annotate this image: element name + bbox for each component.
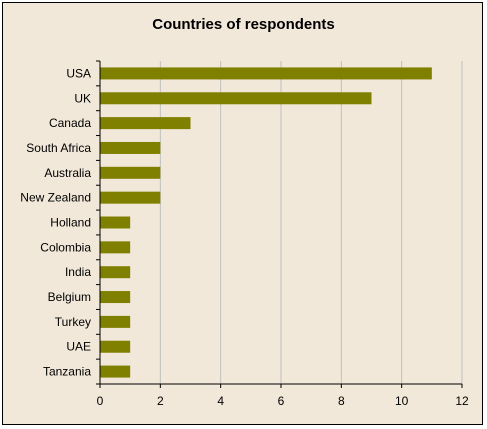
tick-labels: 0 2 4 6 8 10 12 xyxy=(97,394,469,408)
category-label: UK xyxy=(74,91,91,105)
category-label: Australia xyxy=(44,166,91,180)
bar-new-zealand xyxy=(100,191,161,204)
bar-uk xyxy=(100,92,372,105)
bar-india xyxy=(100,266,131,279)
bar-usa xyxy=(100,67,432,80)
chart-title: Countries of respondents xyxy=(152,16,335,33)
bar-australia xyxy=(100,166,161,179)
bar-south-africa xyxy=(100,141,161,154)
category-label: Canada xyxy=(49,116,91,130)
bars xyxy=(100,67,432,378)
grid-lines xyxy=(159,61,463,384)
bar-uae xyxy=(100,340,131,353)
category-label: New Zealand xyxy=(20,191,91,205)
bar-canada xyxy=(100,117,191,130)
bar-holland xyxy=(100,216,131,229)
x-tick-label: 8 xyxy=(338,394,345,408)
bar-tanzania xyxy=(100,365,131,378)
category-label: UAE xyxy=(66,340,91,354)
category-label: Tanzania xyxy=(43,365,91,379)
category-label: Colombia xyxy=(40,240,91,254)
x-tick-label: 12 xyxy=(455,394,469,408)
bar-belgium xyxy=(100,291,131,304)
bar-colombia xyxy=(100,241,131,254)
category-labels: USA UK Canada South Africa Australia New Zeal… xyxy=(20,66,91,378)
x-tick-label: 6 xyxy=(278,394,285,408)
category-label: India xyxy=(65,265,91,279)
x-tick-label: 2 xyxy=(157,394,164,408)
axes xyxy=(96,60,463,388)
category-label: Holland xyxy=(50,216,91,230)
category-label: South Africa xyxy=(26,141,91,155)
x-tick-label: 10 xyxy=(395,394,409,408)
x-tick-label: 0 xyxy=(97,394,104,408)
x-tick-label: 4 xyxy=(217,394,224,408)
bar-turkey xyxy=(100,315,131,328)
category-label: Turkey xyxy=(55,315,91,329)
category-label: Belgium xyxy=(48,290,91,304)
category-label: USA xyxy=(66,66,91,80)
